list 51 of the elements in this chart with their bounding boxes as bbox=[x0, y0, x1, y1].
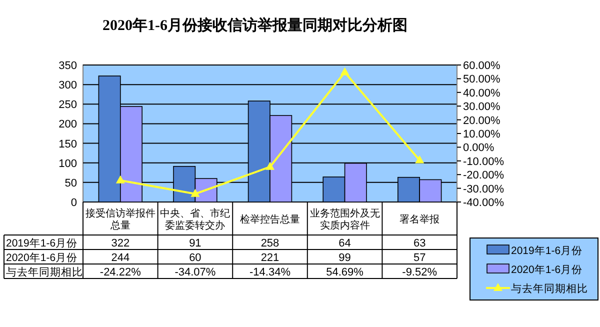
data-label: 64 bbox=[338, 237, 351, 250]
text: 与去年同期相比 bbox=[6, 266, 83, 278]
y2-tick-label: 50.00% bbox=[463, 74, 501, 86]
data-label: 54.69% bbox=[326, 266, 364, 278]
data-label: 322 bbox=[111, 237, 130, 250]
y2-tick-label: -10.00% bbox=[463, 156, 504, 168]
legend-label: 2020年1-6月份 bbox=[511, 264, 583, 276]
text: 2019年1-6月份 bbox=[6, 237, 78, 250]
data-label: 91 bbox=[189, 237, 202, 250]
y2-tick-label: 10.00% bbox=[463, 128, 501, 140]
point bbox=[266, 162, 274, 170]
point bbox=[340, 67, 350, 76]
x-tick-label: 接受信访举报件总量 bbox=[85, 208, 156, 232]
y-tick-label: 100 bbox=[58, 158, 77, 170]
x-tick-label: 检举控告总量 bbox=[240, 214, 300, 226]
text: 2020年1-6月份 bbox=[6, 252, 78, 264]
chart-title: 2020年1-6月份接收信访举报量同期对比分析图 bbox=[102, 16, 408, 34]
data-label: -24.22% bbox=[100, 266, 142, 278]
legend-label: 与去年同期相比 bbox=[511, 282, 588, 295]
point bbox=[190, 188, 200, 197]
y2-tick-label: -40.00% bbox=[463, 197, 504, 209]
y2-tick-label: -30.00% bbox=[463, 183, 504, 196]
data-label: 221 bbox=[260, 252, 280, 264]
data-label: 63 bbox=[413, 237, 426, 250]
y2-tick-label: 60.00% bbox=[463, 60, 501, 72]
data-label: -34.07% bbox=[174, 266, 216, 278]
y2-tick-label: 20.00% bbox=[463, 114, 501, 127]
data-label: 60 bbox=[189, 252, 202, 264]
x-tick-label: 署名举报 bbox=[400, 214, 440, 226]
data-label: 99 bbox=[338, 252, 351, 264]
point bbox=[116, 175, 125, 184]
y-tick-label: 150 bbox=[58, 138, 77, 150]
y-tick-label: 300 bbox=[58, 80, 77, 92]
data-label: 244 bbox=[111, 252, 130, 264]
y-tick-label: 250 bbox=[58, 99, 77, 112]
y-tick-label: 50 bbox=[64, 177, 77, 190]
data-label: 258 bbox=[260, 237, 280, 250]
data-label: -14.34% bbox=[250, 266, 291, 278]
y2-tick-label: 30.00% bbox=[463, 101, 501, 114]
y-tick-label: 0 bbox=[70, 197, 77, 209]
legend-label: 2019年1-6月份 bbox=[511, 245, 583, 257]
y2-tick-label: -20.00% bbox=[463, 170, 504, 182]
y-tick-label: 200 bbox=[58, 118, 77, 131]
x-tick-label: 中央、省、市纪委监委转交办 bbox=[160, 208, 230, 232]
y2-tick-label: 40.00% bbox=[463, 87, 501, 100]
point bbox=[415, 155, 424, 164]
y-tick-label: 350 bbox=[58, 60, 77, 72]
data-label: -9.52% bbox=[402, 266, 438, 278]
data-label: 57 bbox=[413, 252, 426, 264]
x-tick-label: 业务范围外及无实质内容件 bbox=[310, 208, 380, 232]
y2-tick-label: 0.00% bbox=[463, 142, 494, 154]
